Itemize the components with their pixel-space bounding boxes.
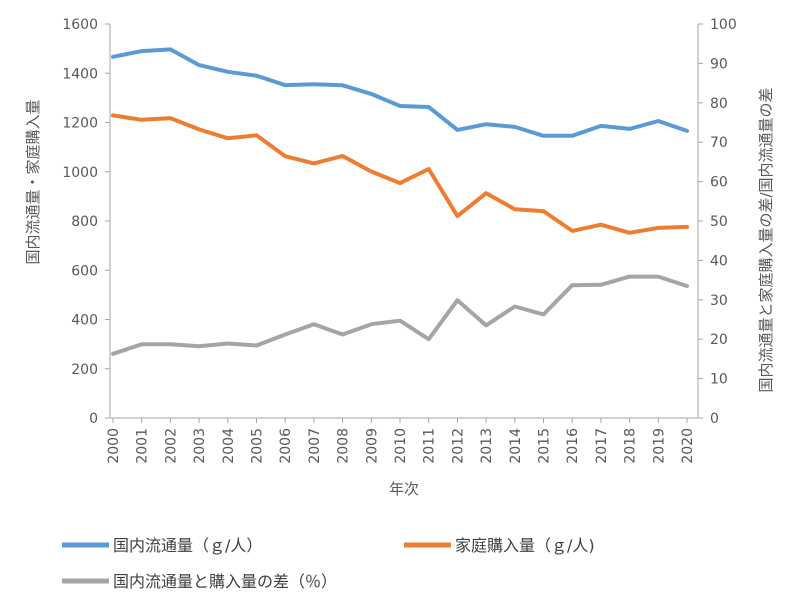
legend-item-difference-ratio: 国内流通量と購入量の差（％） — [62, 572, 337, 591]
left-y-tick-label: 400 — [71, 313, 98, 329]
x-tick-label: 2009 — [364, 428, 380, 464]
left-y-axis: 0 200 400 600 800 1000 1200 1400 1600 — [62, 17, 110, 427]
left-y-tick-label: 200 — [71, 362, 98, 378]
right-y-tick-label: 0 — [710, 411, 719, 427]
x-tick-label: 2007 — [307, 428, 323, 464]
right-y-tick-label: 30 — [710, 293, 728, 309]
x-tick-label: 2012 — [450, 428, 466, 464]
plot-frame — [109, 24, 699, 419]
x-tick-label: 2006 — [278, 428, 294, 464]
x-tick-label: 2018 — [623, 428, 639, 464]
x-tick-label: 2002 — [163, 428, 179, 464]
right-y-axis-title: 国内流通量と家庭購入量の差/国内流通量の差 — [757, 87, 775, 392]
x-tick-label: 2020 — [680, 428, 696, 464]
x-axis-title: 年次 — [389, 480, 419, 498]
series-line-0 — [111, 47, 689, 138]
x-tick-label: 2014 — [508, 428, 524, 464]
series-line-2 — [111, 274, 689, 356]
series-layer — [111, 47, 689, 356]
x-tick-label: 2005 — [250, 428, 266, 464]
right-y-tick-label: 90 — [710, 56, 728, 72]
right-y-tick-label: 70 — [710, 135, 728, 151]
x-tick-label: 2015 — [537, 428, 553, 464]
x-tick-label: 2011 — [422, 428, 438, 464]
legend-item-household-purchase: 家庭購入量（ｇ/人) — [404, 536, 595, 555]
x-tick-label: 2001 — [135, 428, 151, 464]
right-y-tick-label: 60 — [710, 175, 728, 191]
left-y-tick-label: 1000 — [62, 165, 98, 181]
x-tick-label: 2010 — [393, 428, 409, 464]
left-y-tick-label: 1400 — [62, 66, 98, 82]
legend: 国内流通量（ｇ/人） 家庭購入量（ｇ/人) 国内流通量と購入量の差（％） — [62, 536, 595, 591]
x-axis: 2000 2001 2002 2003 2004 2005 2006 2007 2008 2009… — [106, 418, 696, 464]
left-y-tick-label: 600 — [71, 263, 98, 279]
x-tick-label: 2017 — [594, 428, 610, 464]
right-y-tick-label: 80 — [710, 96, 728, 112]
left-y-tick-label: 1600 — [62, 17, 98, 33]
series-line-1 — [111, 113, 689, 235]
right-y-tick-label: 20 — [710, 332, 728, 348]
x-tick-label: 2003 — [192, 428, 208, 464]
left-y-tick-label: 800 — [71, 214, 98, 230]
x-tick-label: 2016 — [565, 428, 581, 464]
x-tick-label: 2000 — [106, 428, 122, 464]
left-y-tick-label: 0 — [89, 411, 98, 427]
right-y-tick-label: 50 — [710, 214, 728, 230]
x-tick-label: 2004 — [221, 428, 237, 464]
x-tick-label: 2008 — [336, 428, 352, 464]
left-y-axis-title: 国内流通量・家庭購入量 — [24, 99, 42, 264]
x-tick-label: 2019 — [651, 428, 667, 464]
right-y-tick-label: 100 — [710, 17, 737, 33]
right-y-axis: 0 10 20 30 40 50 60 70 80 90 100 — [698, 17, 737, 427]
left-y-tick-label: 1200 — [62, 116, 98, 132]
right-y-tick-label: 10 — [710, 372, 728, 388]
right-y-tick-label: 40 — [710, 253, 728, 269]
legend-item-domestic-circulation: 国内流通量（ｇ/人） — [62, 536, 262, 555]
legend-label-household-purchase: 家庭購入量（ｇ/人) — [455, 536, 595, 555]
legend-label-difference-ratio: 国内流通量と購入量の差（％） — [113, 572, 337, 591]
x-tick-label: 2013 — [479, 428, 495, 464]
legend-label-domestic-circulation: 国内流通量（ｇ/人） — [113, 536, 262, 555]
